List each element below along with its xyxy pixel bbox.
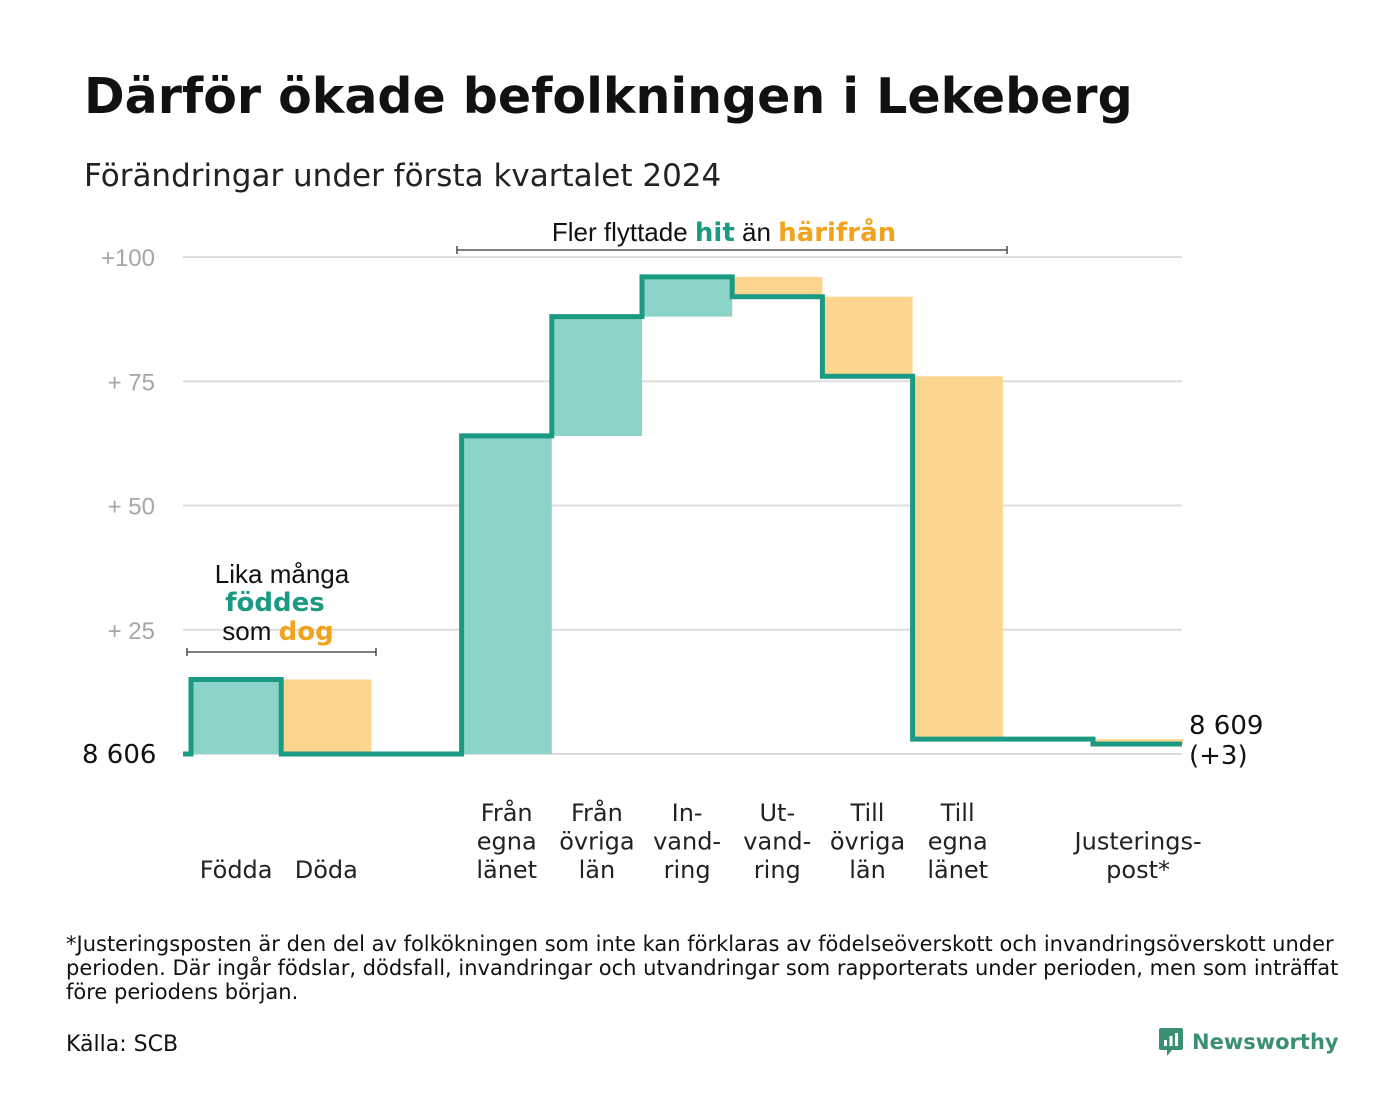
births-annotation: Lika många föddes som dog — [186, 559, 377, 656]
category-label: Födda — [200, 856, 273, 884]
births-bracket — [186, 648, 377, 656]
bar — [912, 376, 1003, 740]
bar — [822, 296, 913, 377]
footnote: *Justeringsposten är den del av folkökni… — [66, 932, 1339, 1004]
category-label: Justerings- — [1073, 828, 1202, 856]
category-label: vand- — [743, 828, 811, 856]
chart-subtitle: Förändringar under första kvartalet 2024 — [84, 158, 722, 194]
births-annotation-line1: Lika många — [215, 559, 350, 589]
bar — [642, 276, 733, 317]
births-annotation-word-in: föddes — [225, 588, 325, 618]
step-line-layer — [183, 274, 1182, 757]
category-label: egna — [928, 828, 988, 856]
category-label: Döda — [295, 856, 358, 884]
category-label: länet — [476, 856, 537, 884]
y-tick-label: + 75 — [108, 369, 155, 396]
chart-title: Därför ökade befolkningen i Lekeberg — [84, 68, 1133, 125]
category-label: Från — [481, 798, 533, 827]
category-label: Ut- — [759, 799, 795, 827]
brand[interactable]: Newsworthy — [1158, 1026, 1339, 1058]
category-label: ring — [754, 856, 801, 884]
source-label: Källa: SCB — [66, 1032, 179, 1057]
births-annotation-pre-out: som — [222, 616, 278, 646]
moves-annotation-word-out: härifrån — [778, 216, 896, 248]
births-annotation-word-out: dog — [279, 617, 334, 647]
bar — [732, 276, 823, 297]
category-label: Till — [850, 799, 885, 827]
category-label: län — [579, 856, 616, 884]
bar — [461, 435, 552, 754]
category-label: ring — [664, 856, 711, 884]
bar — [281, 679, 372, 754]
end-value-label: 8 609 — [1189, 711, 1263, 741]
category-label: övriga — [559, 828, 634, 856]
grid-layer: +100 + 75 + 50 + 25 8 606 — [82, 245, 1182, 770]
category-label: län — [849, 856, 886, 884]
moves-annotation-pre: Fler flyttade — [552, 217, 695, 247]
bars-layer — [191, 276, 1184, 754]
moves-bracket — [456, 246, 1008, 254]
base-value-label: 8 606 — [82, 740, 156, 770]
bar — [551, 316, 642, 436]
category-label: vand- — [653, 828, 721, 856]
category-label: länet — [927, 856, 988, 884]
category-label: post* — [1106, 856, 1170, 884]
category-label: egna — [477, 828, 537, 856]
category-label: Till — [940, 799, 975, 827]
category-labels: Födda DödaFrånegnalänetFrånövrigalänIn-va… — [200, 798, 1202, 884]
y-tick-label: + 25 — [108, 618, 155, 645]
category-label: In- — [672, 799, 703, 827]
moves-annotation-mid: än — [735, 217, 778, 247]
y-tick-label: + 50 — [108, 494, 155, 521]
moves-annotation: Fler flyttade hit än härifrån — [456, 216, 1008, 254]
births-annotation-line3: som dog — [222, 616, 333, 647]
category-label: Från — [571, 798, 623, 827]
moves-annotation-text: Fler flyttade hit än härifrån — [552, 216, 896, 248]
newsworthy-logo-icon — [1159, 1028, 1183, 1056]
waterfall-chart: +100 + 75 + 50 + 25 8 606 Lika många föddes … — [82, 216, 1263, 884]
brand-name: Newsworthy — [1192, 1030, 1339, 1054]
moves-annotation-word-in: hit — [695, 218, 735, 248]
step-line — [183, 274, 1182, 757]
y-tick-label: +100 — [101, 245, 155, 272]
end-change-label: (+3) — [1189, 741, 1248, 771]
category-label: övriga — [830, 828, 905, 856]
bar — [191, 679, 282, 754]
